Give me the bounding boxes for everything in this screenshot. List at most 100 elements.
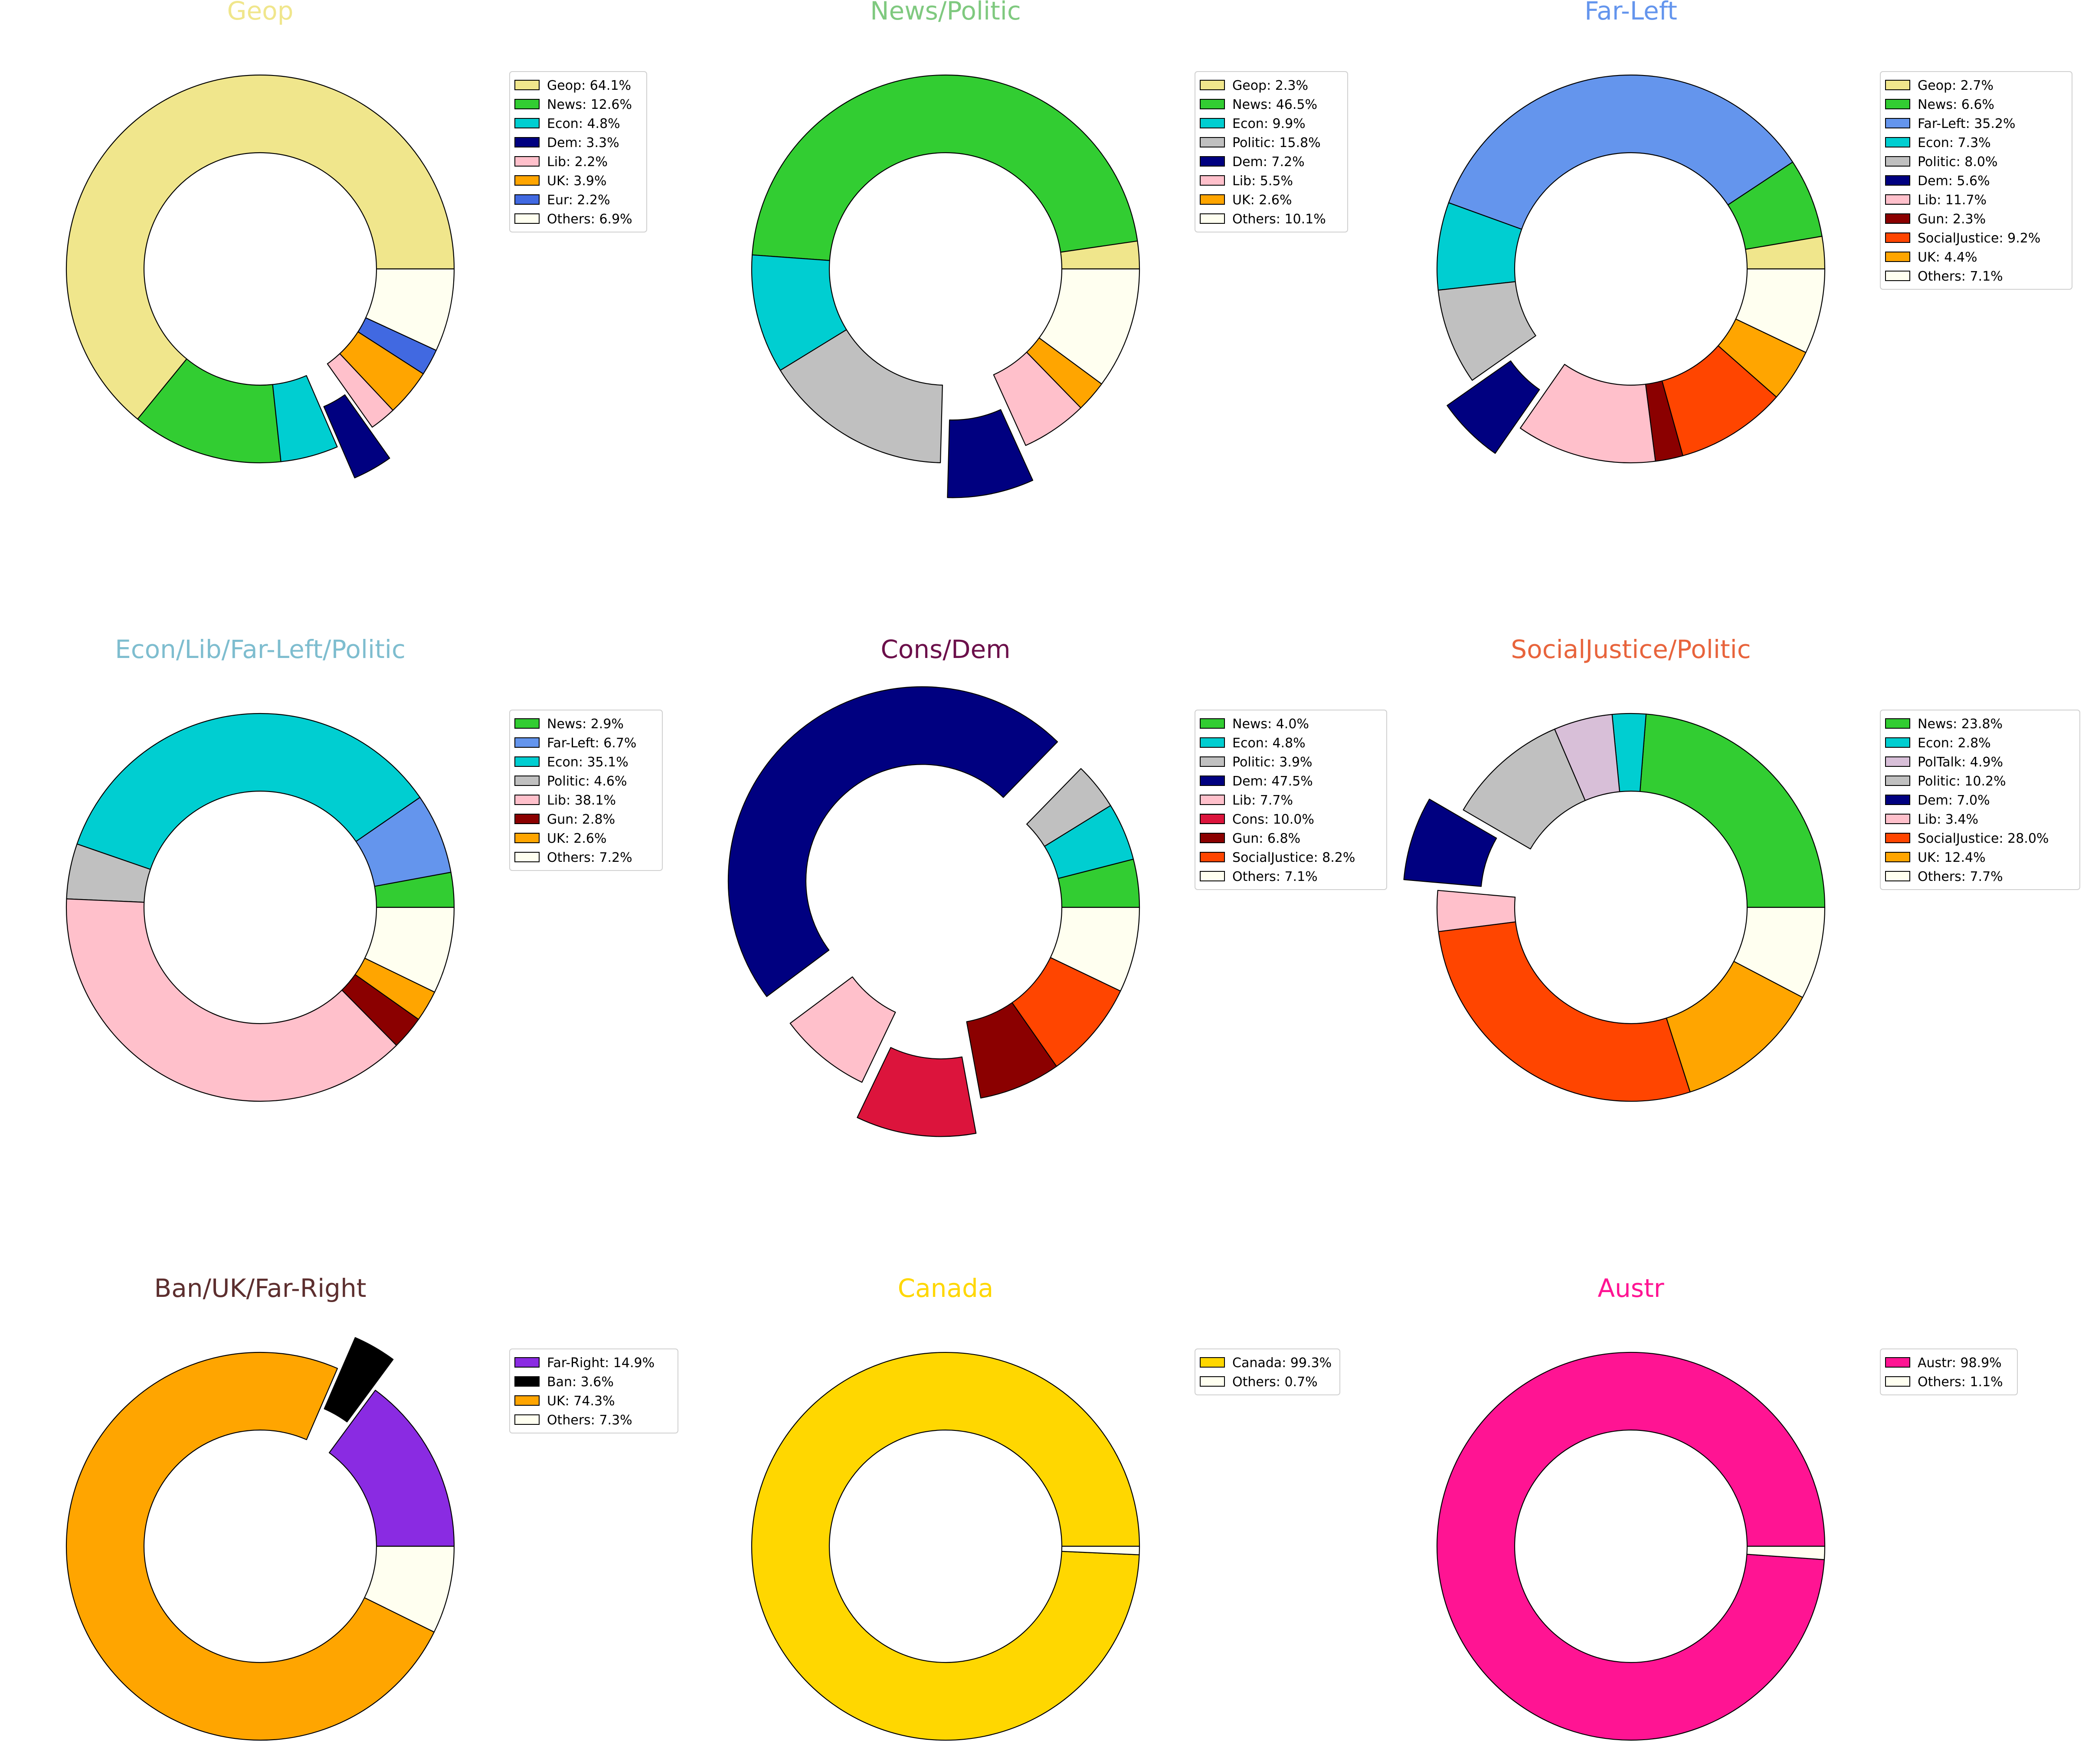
chart-title: Cons/Dem: [881, 635, 1010, 664]
legend-label-politic: Politic: 15.8%: [1232, 135, 1321, 151]
legend-label-lib: Lib: 3.4%: [1918, 812, 1978, 827]
chart-title: Ban/UK/Far-Right: [154, 1273, 366, 1303]
legend-swatch-news: [514, 99, 540, 109]
donut-chart-austr: Austr Austr: 98.9% Others: 1.1%: [1436, 1273, 2018, 1741]
legend-swatch-others: [1200, 871, 1225, 881]
legend-label-news: News: 2.9%: [547, 717, 624, 732]
slice-politic: [1026, 768, 1111, 847]
donut-chart-socialjustice-politic: SocialJustice/Politic News: 23.8% Econ: 2.…: [1403, 635, 2080, 1102]
legend-swatch-lib: [514, 156, 540, 167]
slice-others: [1038, 268, 1140, 385]
slice-austr: [1436, 1352, 1826, 1741]
legend-label-others: Others: 7.2%: [547, 850, 632, 865]
slice-uk: [65, 1352, 435, 1741]
legend-swatch-uk: [1885, 852, 1910, 862]
legend-box: [509, 71, 647, 232]
legend-swatch-politic: [1885, 156, 1910, 167]
legend-swatch-politic: [1200, 137, 1225, 147]
legend-label-uk: UK: 3.9%: [547, 173, 607, 189]
legend-swatch-far-left: [514, 737, 540, 748]
legend-label-uk: UK: 2.6%: [547, 831, 607, 846]
donut-chart-canada: Canada Canada: 99.3% Others: 0.7%: [751, 1273, 1340, 1741]
legend-swatch-news: [1885, 718, 1910, 729]
chart-title: Geop: [227, 0, 294, 26]
legend-swatch-politic: [1200, 756, 1225, 767]
legend-label-lib: Lib: 5.5%: [1232, 173, 1293, 189]
legend-label-uk: UK: 74.3%: [547, 1394, 615, 1409]
legend-swatch-geop: [514, 80, 540, 90]
donut-chart-far-left: Far-Left Geop: 2.7% News: 6.6% Far-Left: 35…: [1436, 0, 2072, 464]
legend-label-poltalk: PolTalk: 4.9%: [1918, 755, 2003, 770]
legend: News: 23.8% Econ: 2.8% PolTalk: 4.9% Politi…: [1880, 710, 2080, 890]
donut-chart-cons-dem: Cons/Dem News: 4.0% Econ: 4.8% Politic: 3.9…: [727, 635, 1387, 1137]
legend-label-dem: Dem: 47.5%: [1232, 774, 1313, 789]
legend-swatch-econ: [1885, 137, 1910, 147]
slice-dem: [727, 686, 1058, 997]
legend-label-news: News: 12.6%: [547, 97, 632, 112]
slice-far-right: [328, 1390, 455, 1547]
legend-swatch-lib: [1200, 795, 1225, 805]
legend-swatch-dem: [514, 137, 540, 147]
legend-label-econ: Econ: 35.1%: [547, 755, 629, 770]
legend-swatch-far-left: [1885, 118, 1910, 128]
legend-swatch-econ: [1885, 737, 1910, 748]
slice-lib: [1519, 363, 1656, 464]
legend: Geop: 64.1% News: 12.6% Econ: 4.8% Dem: 3.3…: [509, 71, 647, 232]
slice-others: [364, 907, 455, 993]
legend-label-politic: Politic: 3.9%: [1232, 755, 1313, 770]
legend: Canada: 99.3% Others: 0.7%: [1195, 1348, 1340, 1395]
legend-swatch-gun: [1885, 213, 1910, 224]
slice-socialjustice: [1438, 921, 1691, 1102]
slice-canada: [751, 1352, 1140, 1741]
legend-label-econ: Econ: 4.8%: [547, 116, 620, 131]
legend-label-canada: Canada: 99.3%: [1232, 1355, 1332, 1371]
legend-swatch-socialjustice: [1885, 833, 1910, 843]
legend-swatch-far-right: [514, 1357, 540, 1368]
legend-swatch-econ: [1200, 737, 1225, 748]
legend-label-gun: Gun: 6.8%: [1232, 831, 1300, 846]
slice-others: [1733, 907, 1826, 998]
legend-label-geop: Geop: 2.3%: [1232, 78, 1308, 93]
legend-label-uk: UK: 2.6%: [1232, 193, 1292, 208]
legend-label-others: Others: 7.1%: [1918, 269, 2003, 284]
legend-box: [1880, 1348, 2018, 1395]
legend-swatch-econ: [514, 118, 540, 128]
slice-econ: [272, 375, 338, 462]
legend-label-socialjustice: SocialJustice: 8.2%: [1232, 850, 1355, 865]
legend-swatch-uk: [1885, 252, 1910, 262]
legend-label-lib: Lib: 2.2%: [547, 154, 608, 170]
slice-others: [365, 268, 455, 351]
slice-lib: [65, 898, 397, 1102]
legend-label-others: Others: 7.7%: [1918, 869, 2003, 884]
legend-swatch-others: [1200, 213, 1225, 224]
legend-label-others: Others: 7.3%: [547, 1413, 632, 1428]
legend-swatch-lib: [1200, 175, 1225, 186]
legend-swatch-lib: [514, 795, 540, 805]
legend-label-others: Others: 10.1%: [1232, 212, 1326, 227]
legend-box: [1195, 71, 1348, 232]
legend: Geop: 2.7% News: 6.6% Far-Left: 35.2% Econ:…: [1880, 71, 2072, 290]
legend-swatch-others: [514, 213, 540, 224]
legend-swatch-eur: [514, 194, 540, 205]
slice-others: [1061, 1545, 1140, 1555]
chart-title: Far-Left: [1584, 0, 1677, 26]
slice-dem: [947, 409, 1034, 498]
legend-swatch-gun: [514, 814, 540, 824]
legend-swatch-others: [1885, 1376, 1910, 1387]
legend-swatch-news: [1200, 99, 1225, 109]
legend-box: [1880, 710, 2080, 890]
legend-label-news: News: 6.6%: [1918, 97, 1994, 112]
legend-label-cons: Cons: 10.0%: [1232, 812, 1314, 827]
legend-label-news: News: 4.0%: [1232, 717, 1309, 732]
donut-chart-econ-lib-far-left-politic: Econ/Lib/Far-Left/Politic News: 2.9% Far-L…: [65, 635, 663, 1102]
legend-swatch-dem: [1885, 175, 1910, 186]
slice-news: [752, 74, 1138, 261]
legend-swatch-austr: [1885, 1357, 1910, 1368]
legend-swatch-uk: [514, 833, 540, 843]
legend-swatch-geop: [1200, 80, 1225, 90]
slice-politic: [1437, 281, 1536, 381]
legend-label-politic: Politic: 8.0%: [1918, 154, 1998, 170]
legend-swatch-dem: [1885, 795, 1910, 805]
legend: Far-Right: 14.9% Ban: 3.6% UK: 74.3% Others…: [509, 1348, 678, 1433]
